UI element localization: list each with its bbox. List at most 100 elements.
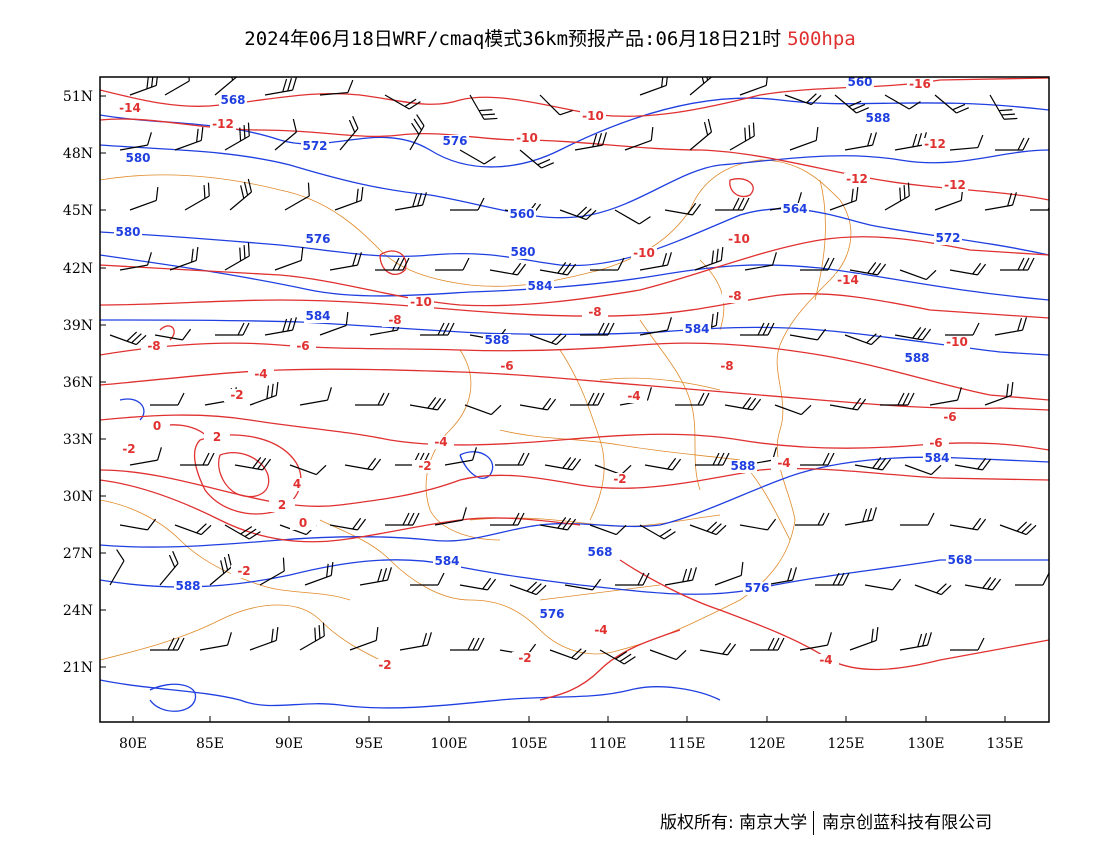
wind-barb: [564, 578, 602, 591]
geopotential-label: 588: [484, 333, 509, 347]
wind-barb: [615, 572, 650, 586]
temperature-label: -2: [613, 472, 626, 486]
wind-barb: [899, 632, 932, 651]
temperature-label: -16: [909, 77, 931, 91]
wind-barb: [675, 392, 710, 406]
label-background: [174, 580, 202, 593]
label-background: [722, 290, 748, 303]
label-background: [114, 226, 142, 239]
wind-barb: [329, 252, 362, 271]
geopotential-label: 584: [684, 322, 709, 336]
geopotential-contour-line: [100, 679, 721, 709]
wind-barb: [234, 456, 272, 471]
wind-barb: [264, 77, 297, 96]
wind-barb: [274, 247, 304, 271]
wind-barb: [570, 392, 605, 406]
wind-barb: [1000, 257, 1035, 271]
label-background: [408, 296, 434, 309]
wind-barb: [884, 94, 921, 110]
wind-barb: [580, 322, 615, 336]
geopotential-contour-line: [149, 683, 197, 712]
temperature-label: -8: [720, 359, 733, 373]
wind-barb: [249, 627, 279, 651]
lat-tick-label: 30N: [63, 489, 93, 505]
wind-barb: [689, 521, 727, 536]
wind-barb: [214, 77, 238, 96]
temperature-label: -6: [943, 410, 956, 424]
wind-barb: [129, 187, 159, 211]
wind-barb: [489, 262, 527, 276]
wind-barb: [164, 77, 190, 96]
lat-tick-label: 39N: [63, 318, 93, 334]
temperature-contour-line: [100, 293, 1049, 319]
wind-barb: [519, 149, 554, 169]
label-background: [124, 152, 152, 165]
wind-barb: [699, 642, 737, 656]
wind-barb: [174, 523, 212, 536]
lat-tick-label: 27N: [63, 546, 93, 562]
geopotential-contour-line: [100, 456, 1049, 548]
geopotential-label: 584: [527, 279, 552, 293]
wind-barb: [509, 581, 547, 596]
label-background: [509, 246, 537, 259]
geopotential-contour-line: [100, 208, 1049, 267]
wind-barb: [949, 134, 984, 151]
geopotential-label: 576: [539, 607, 564, 621]
temperature-label: -4: [627, 389, 640, 403]
label-background: [231, 565, 257, 578]
geopotential-label: 588: [904, 351, 929, 365]
geopotential-label: 584: [305, 309, 330, 323]
wind-barb: [950, 637, 985, 651]
geopotential-label: 572: [302, 139, 327, 153]
label-background: [141, 340, 167, 353]
temperature-label: -2: [418, 459, 431, 473]
wind-barb: [744, 252, 777, 271]
wind-barb: [929, 387, 962, 406]
wind-barb: [829, 397, 867, 411]
wind-barb: [284, 182, 310, 211]
temperature-label: -12: [212, 117, 234, 131]
wind-barbs: [109, 77, 1049, 665]
label-background: [714, 360, 740, 373]
label-background: [372, 659, 398, 672]
footer-company: 南京创蓝科技有限公司: [822, 813, 993, 833]
lon-tick-label: 135E: [987, 736, 1024, 752]
label-background: [588, 624, 614, 637]
wind-barb: [639, 77, 669, 96]
wind-barb: [229, 178, 253, 211]
lon-tick-label: 115E: [669, 736, 706, 752]
wind-barb: [274, 118, 298, 151]
lat-tick-label: 24N: [63, 603, 93, 619]
boundary-line: [639, 319, 701, 491]
wind-barb: [469, 94, 498, 120]
lat-tick-label: 51N: [63, 89, 93, 105]
wind-barb: [789, 127, 819, 151]
label-background: [304, 310, 332, 323]
label-background: [301, 140, 329, 153]
label-background: [771, 457, 797, 470]
wind-barb: [129, 447, 162, 466]
label-background: [433, 555, 461, 568]
wind-barb: [589, 524, 627, 536]
geopotential-contour-line: [119, 398, 145, 421]
wind-barb: [344, 457, 382, 471]
label-background: [382, 314, 408, 327]
label-background: [116, 443, 142, 456]
wind-barb: [829, 187, 859, 211]
label-background: [526, 280, 554, 293]
label-background: [934, 232, 962, 245]
label-background: [483, 334, 511, 347]
temperature-label: -12: [924, 137, 946, 151]
wind-barb: [724, 396, 762, 411]
wind-barb: [174, 127, 204, 151]
label-background: [844, 173, 870, 186]
wind-barb: [739, 518, 777, 531]
wind-barb: [884, 182, 910, 211]
wind-barb: [984, 382, 1014, 406]
boundary-line: [100, 604, 381, 661]
wind-barb: [664, 202, 702, 216]
lat-tick-label: 33N: [63, 432, 93, 448]
label-background: [903, 352, 931, 365]
label-background: [846, 77, 874, 89]
temperature-contour-line: [100, 467, 1049, 507]
